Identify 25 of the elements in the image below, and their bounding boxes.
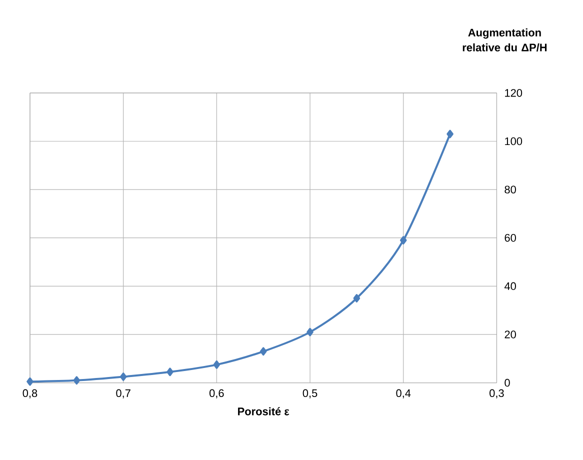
y-tick-label: 120 [505,89,522,97]
y-axis-title: Augmentation relative du ΔP/H [462,28,547,52]
y-tick-label: 60 [504,234,516,242]
point [213,360,220,369]
x-tick-label: 0,6 [209,389,224,398]
point [166,368,174,376]
y-tick-label: 40 [504,282,516,290]
x-tick-label: 0,8 [22,389,38,398]
point [446,130,454,138]
point [353,294,360,303]
x-tick-label: 0,5 [302,389,318,398]
point [306,328,314,336]
y-tick-label: 0 [504,379,510,387]
x-tick-label: 0,7 [116,389,130,398]
y-tick-label: 20 [504,330,516,338]
x-axis-title: Porosité ε [238,407,290,416]
y-tick-label: 100 [505,138,522,146]
point [400,236,407,245]
point [73,376,80,385]
x-tick-label: 0,3 [490,389,504,398]
x-tick-label: 0,4 [396,389,411,398]
point [120,372,127,382]
y-tick-label: 80 [504,186,516,194]
point [26,378,34,386]
point [260,347,267,356]
